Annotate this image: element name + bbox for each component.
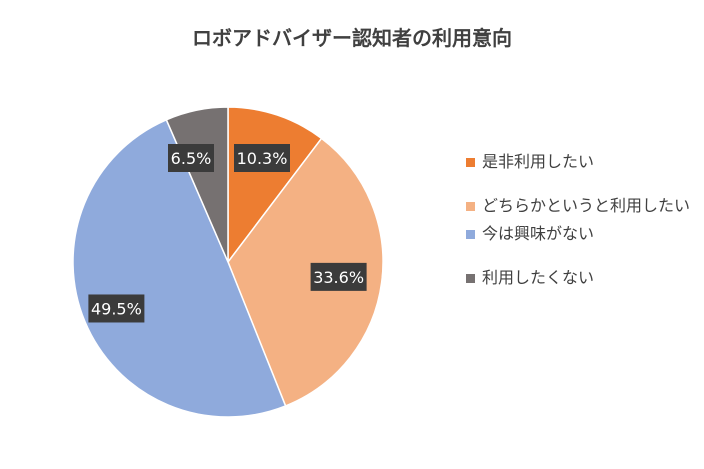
legend-item-no: 利用したくない [466, 266, 696, 290]
legend-item-somewhat: どちらかというと利用したい [466, 194, 696, 218]
chart-title: ロボアドバイザー認知者の利用意向 [192, 26, 512, 50]
legend: 是非利用したい どちらかというと利用したい 今は興味がない 利用したくない [466, 150, 696, 310]
data-label-text: 10.3% [237, 149, 288, 168]
data-label: 6.5% [168, 144, 214, 172]
legend-swatch [466, 158, 475, 167]
data-label-box [168, 144, 214, 172]
pie-slice [227, 137, 384, 407]
legend-label: 是非利用したい [482, 152, 595, 171]
data-label: 49.5% [88, 294, 145, 323]
data-label-box [88, 294, 145, 323]
data-label-box [234, 144, 290, 172]
data-label-box [310, 262, 367, 291]
pie-slice [72, 118, 287, 418]
legend-label: 今は興味がない [482, 224, 595, 243]
data-label-text: 33.6% [313, 268, 364, 287]
data-label-text: 6.5% [171, 149, 212, 168]
legend-swatch [466, 274, 475, 283]
data-label: 10.3% [234, 144, 290, 172]
legend-swatch [466, 230, 475, 239]
legend-swatch [466, 202, 475, 211]
legend-label: 利用したくない [482, 268, 595, 287]
legend-item-yes: 是非利用したい [466, 150, 696, 174]
legend-label: どちらかというと利用したい [482, 196, 691, 215]
data-label-text: 49.5% [91, 299, 142, 318]
data-label: 33.6% [310, 262, 367, 291]
legend-item-not-interested: 今は興味がない [466, 222, 696, 246]
